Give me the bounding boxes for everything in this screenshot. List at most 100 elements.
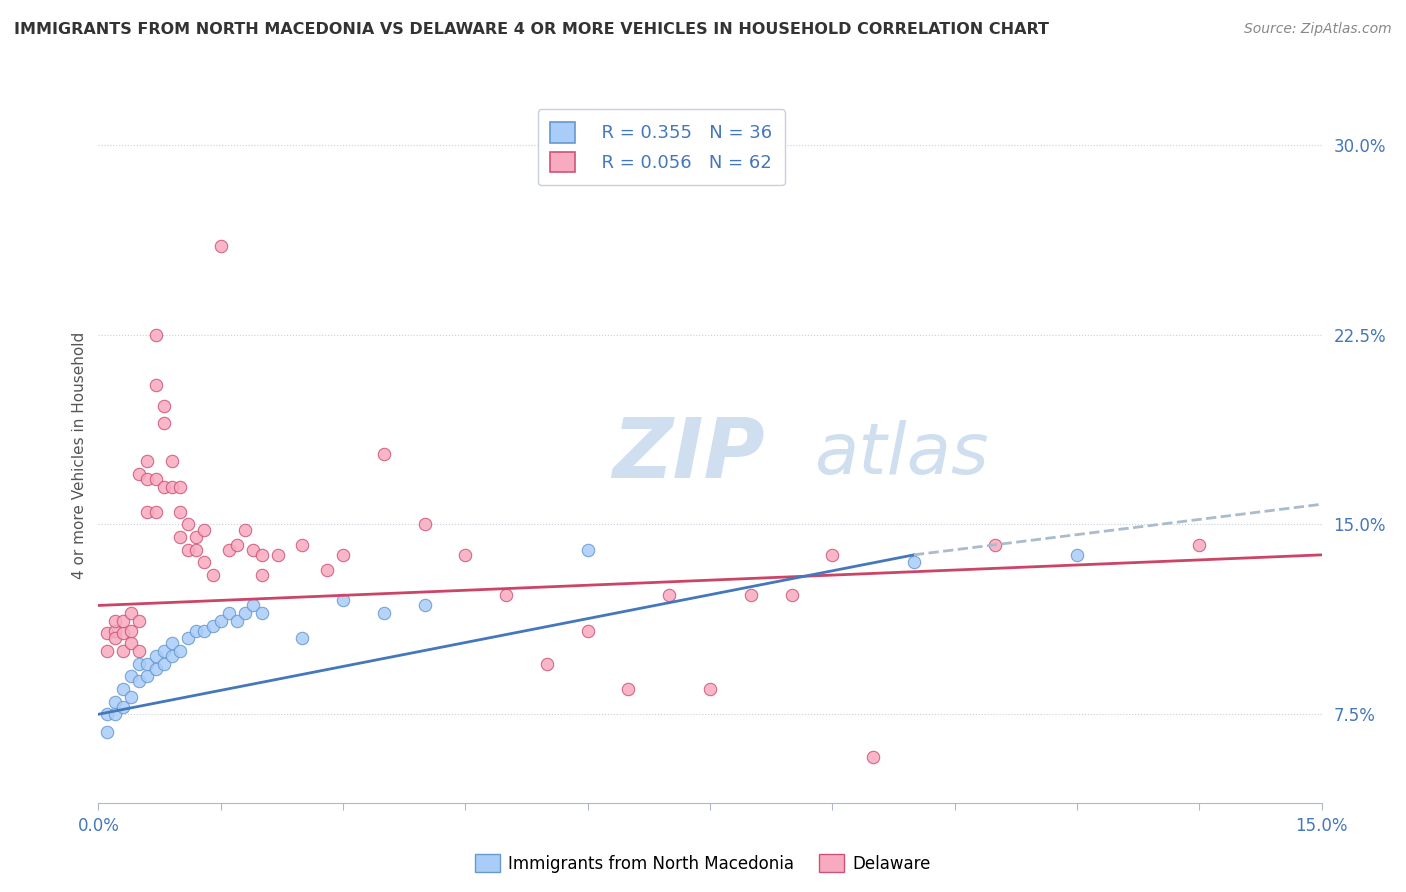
Point <box>152 479 174 493</box>
Point <box>145 378 167 392</box>
Point <box>177 542 200 557</box>
Point <box>169 505 191 519</box>
Point <box>128 674 150 689</box>
Point <box>658 588 681 602</box>
Point <box>152 399 174 413</box>
Point <box>186 530 208 544</box>
Point <box>201 568 224 582</box>
Text: Source: ZipAtlas.com: Source: ZipAtlas.com <box>1244 22 1392 37</box>
Point <box>111 699 134 714</box>
Point <box>96 707 118 722</box>
Point <box>160 648 183 663</box>
Point <box>218 542 240 557</box>
Point <box>226 614 249 628</box>
Point <box>536 657 558 671</box>
Point <box>201 618 224 632</box>
Point <box>193 556 215 570</box>
Point <box>209 239 232 253</box>
Point <box>250 606 273 620</box>
Point <box>193 624 215 638</box>
Point <box>169 479 191 493</box>
Text: IMMIGRANTS FROM NORTH MACEDONIA VS DELAWARE 4 OR MORE VEHICLES IN HOUSEHOLD CORR: IMMIGRANTS FROM NORTH MACEDONIA VS DELAW… <box>14 22 1049 37</box>
Point <box>96 725 118 739</box>
Point <box>193 523 215 537</box>
Point <box>903 556 925 570</box>
Point <box>104 614 127 628</box>
Text: ZIP: ZIP <box>612 415 765 495</box>
Point <box>291 538 314 552</box>
Point <box>120 636 142 650</box>
Point <box>250 568 273 582</box>
Point <box>233 523 256 537</box>
Point <box>177 517 200 532</box>
Text: atlas: atlas <box>814 420 988 490</box>
Legend:   R = 0.355   N = 36,   R = 0.056   N = 62: R = 0.355 N = 36, R = 0.056 N = 62 <box>537 109 785 186</box>
Point <box>145 472 167 486</box>
Point <box>111 644 134 658</box>
Point <box>250 548 273 562</box>
Point <box>186 624 208 638</box>
Point <box>136 657 159 671</box>
Point <box>128 644 150 658</box>
Point <box>128 614 150 628</box>
Point <box>1188 538 1211 552</box>
Point <box>617 681 640 696</box>
Legend: Immigrants from North Macedonia, Delaware: Immigrants from North Macedonia, Delawar… <box>468 847 938 880</box>
Point <box>145 505 167 519</box>
Point <box>120 606 142 620</box>
Point <box>242 599 264 613</box>
Point <box>120 669 142 683</box>
Point <box>315 563 337 577</box>
Point <box>111 626 134 640</box>
Point <box>332 548 354 562</box>
Point <box>145 662 167 676</box>
Point <box>242 542 264 557</box>
Point <box>740 588 762 602</box>
Point <box>780 588 803 602</box>
Point <box>454 548 477 562</box>
Point <box>145 327 167 342</box>
Point <box>128 467 150 481</box>
Point <box>136 472 159 486</box>
Point <box>226 538 249 552</box>
Point <box>821 548 844 562</box>
Point <box>111 614 134 628</box>
Point <box>267 548 290 562</box>
Point <box>104 707 127 722</box>
Point <box>136 669 159 683</box>
Point <box>152 657 174 671</box>
Point <box>373 447 395 461</box>
Point <box>136 505 159 519</box>
Point <box>169 530 191 544</box>
Point <box>128 657 150 671</box>
Point <box>120 624 142 638</box>
Point <box>413 599 436 613</box>
Point <box>169 644 191 658</box>
Point <box>136 454 159 468</box>
Point <box>145 648 167 663</box>
Point <box>104 632 127 646</box>
Point <box>862 750 884 764</box>
Point <box>186 542 208 557</box>
Point <box>104 624 127 638</box>
Point <box>177 632 200 646</box>
Point <box>699 681 721 696</box>
Point <box>120 690 142 704</box>
Point <box>413 517 436 532</box>
Point <box>96 626 118 640</box>
Point <box>576 624 599 638</box>
Point <box>111 681 134 696</box>
Point <box>233 606 256 620</box>
Point <box>332 593 354 607</box>
Point <box>576 542 599 557</box>
Point <box>291 632 314 646</box>
Point <box>160 454 183 468</box>
Point <box>984 538 1007 552</box>
Point <box>1066 548 1088 562</box>
Point <box>373 606 395 620</box>
Point <box>160 636 183 650</box>
Y-axis label: 4 or more Vehicles in Household: 4 or more Vehicles in Household <box>72 331 87 579</box>
Point <box>152 644 174 658</box>
Point <box>495 588 517 602</box>
Point <box>160 479 183 493</box>
